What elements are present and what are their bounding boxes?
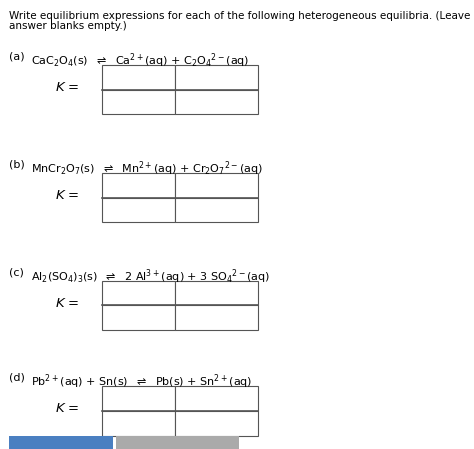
Bar [175,411,258,436]
Text: Write equilibrium expressions for each of the following heterogeneous equilibria: Write equilibrium expressions for each o… [9,11,474,21]
Text: (a): (a) [9,52,24,62]
Bar [175,386,258,411]
Bar [102,65,175,90]
Bar [102,305,175,330]
Bar [102,90,175,114]
Text: (c): (c) [9,267,23,277]
Text: Pb$^{2+}$(aq) + Sn(s)  $\rightleftharpoons$  Pb(s) + Sn$^{2+}$(aq): Pb$^{2+}$(aq) + Sn(s) $\rightleftharpoon… [31,373,252,391]
Text: $K$ =: $K$ = [55,189,79,202]
Bar [175,65,258,90]
Text: $K$ =: $K$ = [55,297,79,309]
Bar [9,436,113,449]
Bar [175,305,258,330]
Bar [175,173,258,198]
Bar [175,281,258,305]
Bar [175,90,258,114]
Bar [102,411,175,436]
Text: CaC$_2$O$_4$(s)  $\rightleftharpoons$  Ca$^{2+}$(aq) + C$_2$O$_4$$^{2-}$(aq): CaC$_2$O$_4$(s) $\rightleftharpoons$ Ca$… [31,52,249,70]
Bar [175,198,258,222]
Text: (d): (d) [9,373,24,383]
Text: answer blanks empty.): answer blanks empty.) [9,21,126,31]
Text: $K$ =: $K$ = [55,402,79,415]
Text: MnCr$_2$O$_7$(s)  $\rightleftharpoons$  Mn$^{2+}$(aq) + Cr$_2$O$_7$$^{2-}$(aq): MnCr$_2$O$_7$(s) $\rightleftharpoons$ Mn… [31,159,263,178]
Text: (b): (b) [9,159,24,169]
Bar [102,198,175,222]
Text: $K$ =: $K$ = [55,81,79,94]
Bar [102,281,175,305]
Bar [116,436,239,449]
Text: Al$_2$(SO$_4$)$_3$(s)  $\rightleftharpoons$  2 Al$^{3+}$(aq) + 3 SO$_4$$^{2-}$(a: Al$_2$(SO$_4$)$_3$(s) $\rightleftharpoon… [31,267,270,286]
Bar [102,386,175,411]
Bar [102,173,175,198]
